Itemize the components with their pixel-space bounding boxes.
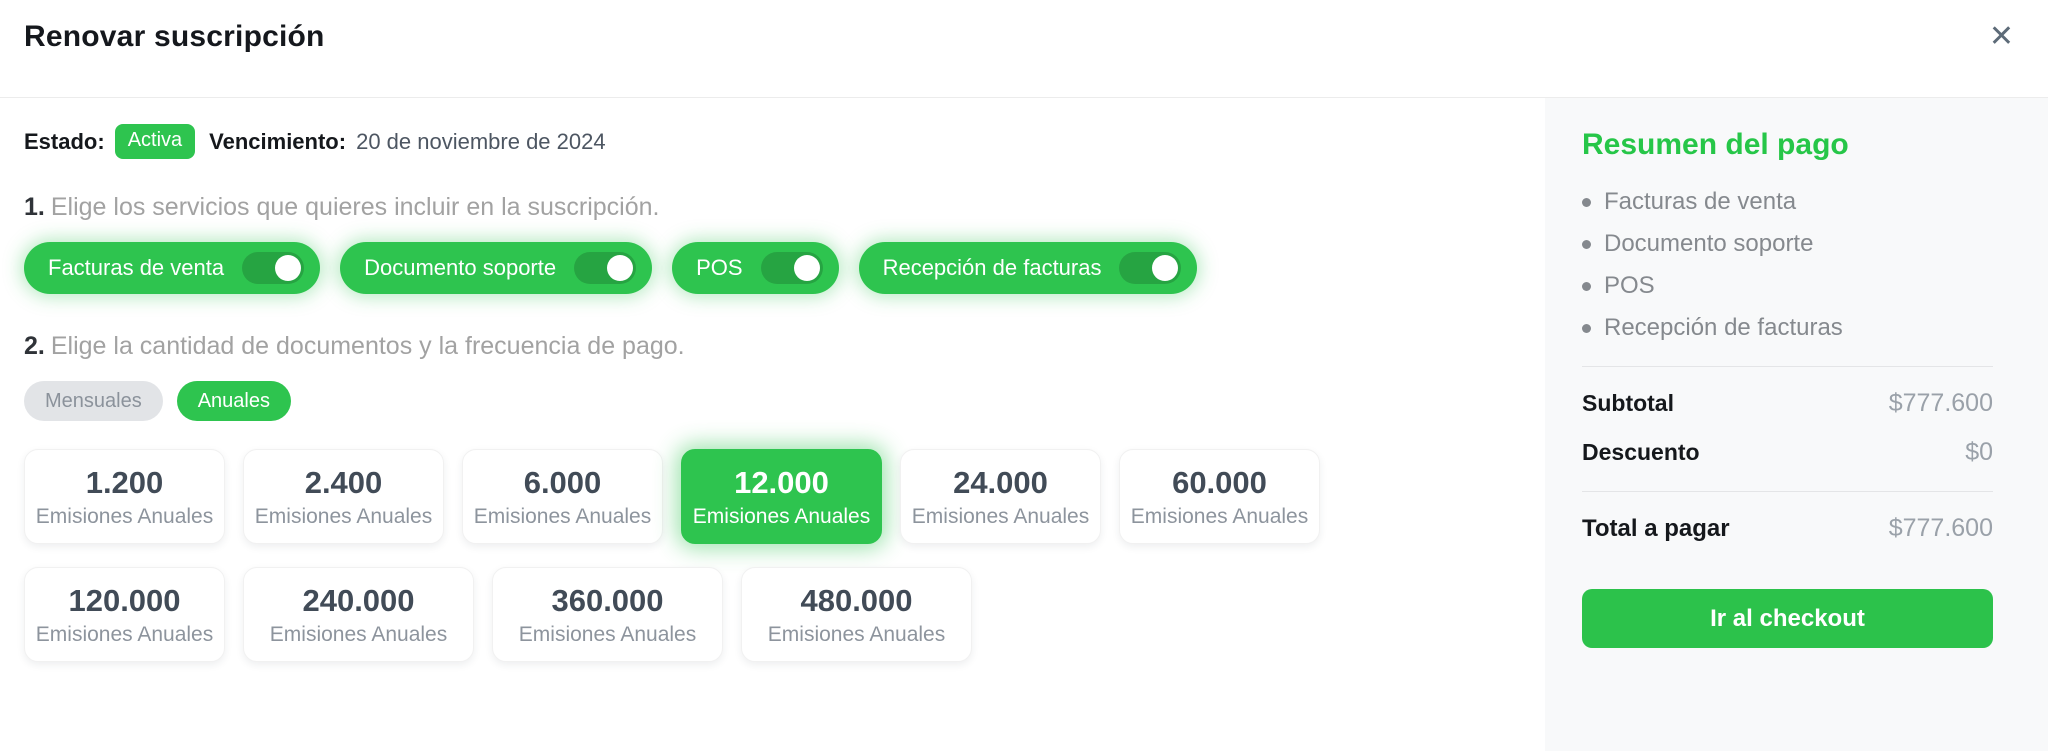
list-item: Documento soporte — [1582, 230, 1993, 258]
plan-card-12000-selected[interactable]: 12.000 Emisiones Anuales — [681, 449, 882, 544]
step1-text: Elige los servicios que quieres incluir … — [50, 193, 660, 221]
discount-value: $0 — [1965, 438, 1993, 466]
close-icon[interactable]: ✕ — [1985, 20, 2018, 54]
divider — [1582, 366, 1993, 367]
total-label: Total a pagar — [1582, 515, 1730, 542]
divider — [1582, 491, 1993, 492]
step1-number: 1. — [24, 193, 45, 221]
plan-card-2400[interactable]: 2.400 Emisiones Anuales — [243, 449, 444, 544]
plan-card-120000[interactable]: 120.000 Emisiones Anuales — [24, 567, 225, 662]
service-label: Recepción de facturas — [882, 255, 1102, 280]
due-date-value: 20 de noviembre de 2024 — [356, 128, 606, 154]
plan-card-240000[interactable]: 240.000 Emisiones Anuales — [243, 567, 474, 662]
toggle-knob — [607, 255, 634, 281]
toggle-switch-on[interactable] — [574, 252, 637, 284]
service-label: Documento soporte — [364, 255, 557, 280]
toggle-knob — [1152, 255, 1179, 281]
plan-subtitle: Emisiones Anuales — [269, 622, 448, 646]
plan-amount: 6.000 — [523, 464, 602, 500]
subtotal-row: Subtotal $777.600 — [1582, 389, 1993, 418]
subtotal-value: $777.600 — [1888, 389, 1993, 417]
discount-row: Descuento $0 — [1582, 438, 1993, 467]
status-badge: Activa — [114, 124, 196, 159]
frequency-selector: Mensuales Anuales — [24, 381, 1525, 421]
service-label: POS — [696, 255, 743, 280]
summary-title: Resumen del pago — [1582, 128, 1849, 161]
plan-amount: 24.000 — [953, 464, 1048, 500]
plan-subtitle: Emisiones Anuales — [767, 622, 946, 646]
toggle-knob — [275, 255, 302, 281]
services-toggle-group: Facturas de venta Documento soporte POS … — [24, 242, 1525, 294]
discount-label: Descuento — [1582, 439, 1700, 465]
total-value: $777.600 — [1888, 514, 1993, 542]
step1-instruction: 1. Elige los servicios que quieres inclui… — [24, 193, 1525, 222]
plan-subtitle: Emisiones Anuales — [692, 504, 871, 528]
due-date-label: Vencimiento: — [209, 128, 347, 154]
plan-amount: 2.400 — [304, 464, 383, 500]
toggle-switch-on[interactable] — [760, 252, 823, 284]
checkout-button[interactable]: Ir al checkout — [1582, 589, 1993, 648]
step2-instruction: 2. Elige la cantidad de documentos y la f… — [24, 332, 1525, 361]
total-row: Total a pagar $777.600 — [1582, 514, 1993, 543]
service-toggle-recepcion-de-facturas[interactable]: Recepción de facturas — [858, 242, 1198, 294]
plan-amount: 1.200 — [85, 464, 164, 500]
service-label: Facturas de venta — [48, 255, 225, 280]
plan-subtitle: Emisiones Anuales — [254, 504, 433, 528]
page-title: Renovar suscripción — [24, 20, 325, 53]
plan-amount: 120.000 — [68, 582, 181, 618]
plan-amount: 60.000 — [1172, 464, 1267, 500]
plan-subtitle: Emisiones Anuales — [35, 622, 214, 646]
plan-card-60000[interactable]: 60.000 Emisiones Anuales — [1119, 449, 1320, 544]
modal-header: Renovar suscripción ✕ — [0, 0, 2048, 98]
toggle-switch-on[interactable] — [1119, 252, 1182, 284]
status-row: Estado: Activa Vencimiento: 20 de noviem… — [24, 124, 1525, 159]
status-label: Estado: — [24, 128, 105, 154]
summary-services-list: Facturas de venta Documento soporte POS … — [1582, 188, 1993, 342]
plan-subtitle: Emisiones Anuales — [1130, 504, 1309, 528]
plan-amount: 240.000 — [302, 582, 415, 618]
plan-cards-grid: 1.200 Emisiones Anuales 2.400 Emisiones … — [24, 449, 1525, 662]
plan-card-480000[interactable]: 480.000 Emisiones Anuales — [741, 567, 972, 662]
toggle-switch-on[interactable] — [242, 252, 305, 284]
frequency-option-anuales[interactable]: Anuales — [176, 381, 291, 421]
main-content: Estado: Activa Vencimiento: 20 de noviem… — [0, 98, 1545, 751]
plan-card-1200[interactable]: 1.200 Emisiones Anuales — [24, 449, 225, 544]
list-item: POS — [1582, 272, 1993, 300]
plan-amount: 360.000 — [551, 582, 664, 618]
modal-body: Estado: Activa Vencimiento: 20 de noviem… — [0, 98, 2048, 751]
frequency-option-mensuales[interactable]: Mensuales — [24, 381, 163, 421]
plan-card-6000[interactable]: 6.000 Emisiones Anuales — [462, 449, 663, 544]
plan-card-24000[interactable]: 24.000 Emisiones Anuales — [900, 449, 1101, 544]
plan-amount: 480.000 — [800, 582, 913, 618]
list-item: Recepción de facturas — [1582, 314, 1993, 342]
plan-subtitle: Emisiones Anuales — [911, 504, 1090, 528]
payment-summary-panel: Resumen del pago Facturas de venta Docum… — [1545, 98, 2048, 751]
plan-amount: 12.000 — [734, 464, 829, 500]
service-toggle-pos[interactable]: POS — [672, 242, 839, 294]
plan-card-360000[interactable]: 360.000 Emisiones Anuales — [492, 567, 723, 662]
plan-subtitle: Emisiones Anuales — [518, 622, 697, 646]
step2-number: 2. — [24, 332, 45, 360]
subtotal-label: Subtotal — [1582, 390, 1674, 416]
list-item: Facturas de venta — [1582, 188, 1993, 216]
service-toggle-facturas-de-venta[interactable]: Facturas de venta — [24, 242, 321, 294]
plan-subtitle: Emisiones Anuales — [473, 504, 652, 528]
service-toggle-documento-soporte[interactable]: Documento soporte — [340, 242, 653, 294]
toggle-knob — [793, 255, 820, 281]
step2-text: Elige la cantidad de documentos y la fre… — [50, 332, 685, 360]
plan-subtitle: Emisiones Anuales — [35, 504, 214, 528]
